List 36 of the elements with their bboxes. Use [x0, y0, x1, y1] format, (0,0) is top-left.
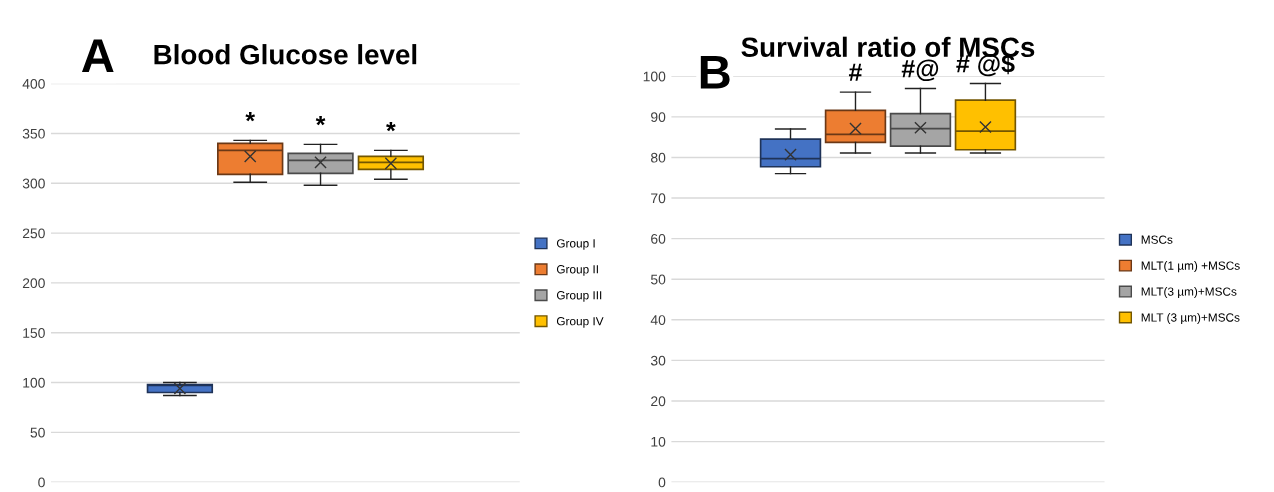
y-tick-label: 10: [651, 436, 666, 447]
annotation: #@: [901, 59, 939, 82]
y-tick-label: 400: [22, 78, 45, 89]
y-tick-label: 70: [651, 193, 666, 204]
y-tick-label: 150: [23, 328, 45, 338]
y-tick-label: 90: [651, 112, 666, 123]
y-tick-label: 50: [650, 274, 666, 285]
annotation: *: [315, 116, 326, 126]
y-tick-label: 20: [651, 396, 666, 407]
y-tick-label: 0: [658, 477, 666, 488]
annotation: B: [700, 55, 730, 89]
chart-title: Blood Glucose level: [154, 44, 417, 65]
legend-label: MLT(3 µm)+MSCs: [1141, 287, 1237, 299]
y-tick-label: 100: [23, 377, 45, 388]
legend-label: Group III: [556, 291, 602, 302]
y-tick-label: 50: [30, 427, 45, 438]
y-tick-label: 350: [22, 128, 45, 139]
y-tick-label: 30: [650, 355, 666, 366]
y-tick-label: 0: [38, 477, 45, 488]
annotation: #: [848, 63, 863, 81]
annotation: *: [245, 112, 256, 122]
y-tick-label: 80: [651, 152, 666, 163]
legend-label: Group I: [556, 239, 595, 250]
legend-label: Group IV: [556, 317, 604, 328]
y-tick-label: 60: [651, 233, 666, 244]
annotation: *: [386, 122, 396, 132]
y-tick-label: 100: [643, 71, 666, 82]
legend-label: MSCs: [1141, 235, 1173, 244]
text: A: [81, 39, 114, 72]
legend-label: Group II: [556, 265, 598, 276]
y-tick-label: 250: [22, 228, 45, 239]
y-tick-label: 200: [22, 278, 45, 289]
y-tick-label: 40: [650, 315, 666, 325]
legend-label: MLT(1 µm) +MSCs: [1141, 261, 1240, 273]
y-tick-label: 300: [22, 178, 45, 189]
legend-label: MLT (3 µm)+MSCs: [1141, 313, 1240, 325]
